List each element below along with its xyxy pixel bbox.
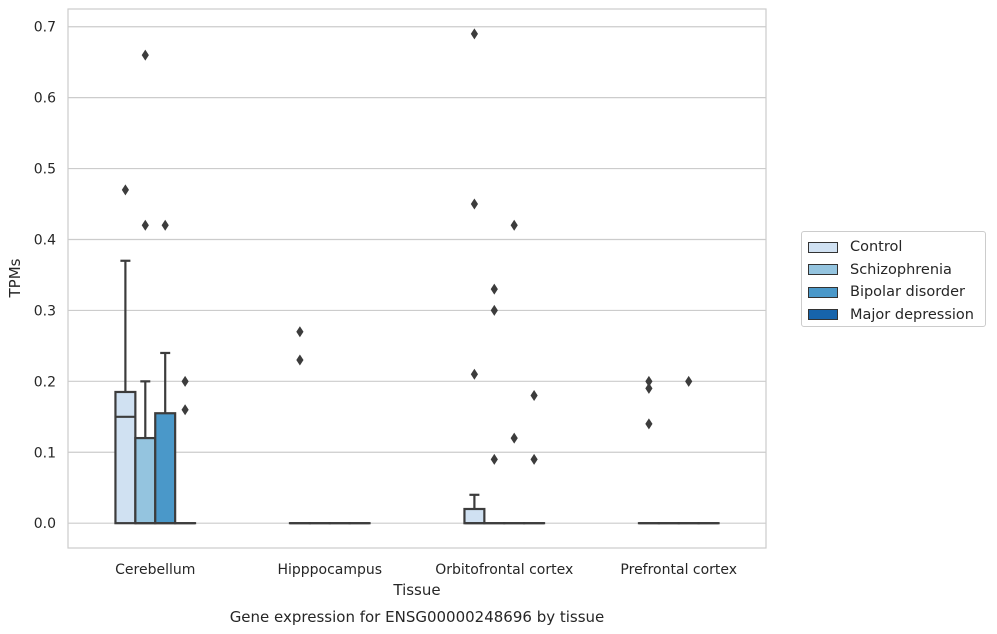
x-tick-label: Cerebellum [115,562,195,578]
outlier-point [161,219,169,231]
y-tick-label: 0.5 [34,162,56,178]
legend-swatch [808,309,838,321]
outlier-point [530,390,538,402]
outlier-point [470,28,478,40]
legend-swatch [808,286,838,298]
outlier-point [685,375,693,387]
outlier-point [181,375,189,387]
legend-label: Schizophrenia [850,261,952,278]
plot-area-frame [67,8,767,549]
x-tick-label: Hipppocampus [277,562,382,578]
legend: Control Schizophrenia Bipolar disorder Majo… [801,231,986,327]
outlier-point [490,283,498,295]
outlier-point [141,49,149,61]
box [463,507,486,525]
outlier-point [645,375,653,387]
box [154,412,177,525]
box [134,436,157,525]
y-tick-label: 0.1 [34,445,56,461]
y-tick-label: 0.6 [34,91,56,107]
legend-label: Control [850,239,903,256]
legend-item: Control [808,236,985,259]
y-tick-label: 0.4 [34,232,56,248]
legend-item: Bipolar disorder [808,281,985,304]
outlier-point [121,184,129,196]
y-tick-label: 0.0 [34,516,56,532]
outlier-point [510,432,518,444]
legend-item: Schizophrenia [808,259,985,282]
outlier-point [510,219,518,231]
x-axis-ticks: Cerebellum Hipppocampus Orbitofrontal cort… [115,562,737,578]
outlier-point [296,354,304,366]
legend-swatch [808,264,838,276]
x-tick-label: Prefrontal cortex [620,562,737,578]
legend-label: Major depression [850,306,974,323]
outlier-point [470,198,478,210]
outlier-point [490,304,498,316]
y-axis-ticks: 0.0 0.1 0.2 0.3 0.4 0.5 0.6 0.7 [34,20,56,532]
legend-swatch [808,241,838,253]
box-marks [114,28,720,525]
outlier-point [645,382,653,394]
outlier-point [645,418,653,430]
box [114,390,137,525]
x-tick-label: Orbitofrontal cortex [435,562,573,578]
outlier-point [141,219,149,231]
y-axis-title: TPMs [6,258,24,298]
legend-item: Major depression [808,304,985,327]
legend-label: Bipolar disorder [850,284,965,301]
outlier-point [296,326,304,338]
outlier-point [470,368,478,380]
y-tick-label: 0.7 [34,20,56,36]
y-tick-label: 0.2 [34,374,56,390]
x-axis-title: Tissue [392,581,440,599]
chart-caption: Gene expression for ENSG00000248696 by t… [230,608,605,626]
y-tick-label: 0.3 [34,303,56,319]
outlier-point [490,453,498,465]
outlier-point [530,453,538,465]
outlier-point [181,404,189,416]
